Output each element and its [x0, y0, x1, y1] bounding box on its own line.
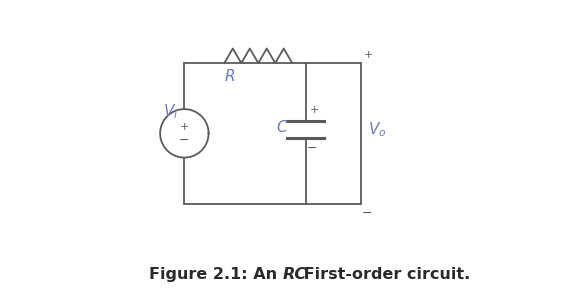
Text: $V_o$: $V_o$ — [368, 120, 386, 139]
Text: R: R — [225, 69, 236, 84]
Text: First-order circuit.: First-order circuit. — [298, 267, 470, 282]
Text: C: C — [276, 120, 286, 135]
Text: +: + — [180, 121, 189, 132]
Text: −: − — [179, 134, 190, 147]
Text: +: + — [363, 50, 373, 60]
Text: −: − — [306, 142, 317, 155]
Text: +: + — [309, 105, 319, 115]
Text: $V_i$: $V_i$ — [163, 102, 179, 121]
Text: RC: RC — [282, 267, 307, 282]
Text: Figure 2.1: An: Figure 2.1: An — [149, 267, 282, 282]
Text: −: − — [362, 207, 372, 220]
